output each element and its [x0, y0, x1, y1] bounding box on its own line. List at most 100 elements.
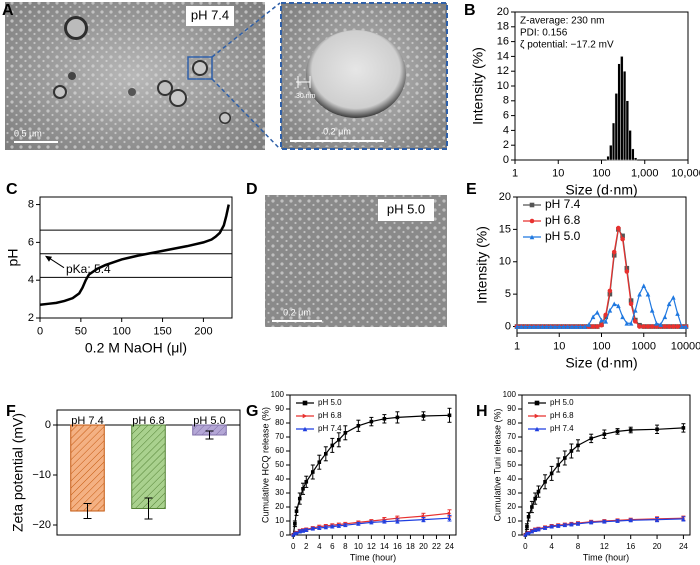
marker: [529, 218, 535, 224]
marker: [533, 496, 537, 501]
marker: [343, 431, 348, 435]
marker: [563, 523, 567, 527]
marker: [356, 424, 361, 428]
marker: [602, 519, 607, 524]
y-tick-label: 0: [45, 419, 51, 431]
y-axis-label: Intensity (%): [470, 47, 486, 125]
y-tick-label: 6: [503, 110, 509, 122]
image-tag: pH 5.0: [387, 201, 425, 216]
plot-frame: [56, 409, 241, 536]
y-tick-label: 50: [507, 460, 516, 469]
y-tick-label: 10: [507, 516, 516, 525]
y-tick-label: 0: [503, 154, 509, 166]
legend-label: pH 5.0: [318, 398, 342, 407]
marker: [529, 234, 535, 240]
y-tick-label: 6: [28, 236, 34, 248]
marker: [395, 519, 400, 523]
y-tick-label: 100: [503, 390, 517, 399]
x-axis-label: Size (d·nm): [565, 182, 637, 198]
marker: [337, 524, 341, 528]
y-axis-label: pH: [5, 249, 21, 267]
marker: [637, 324, 642, 329]
marker: [518, 324, 524, 329]
panel-label: C: [6, 181, 18, 198]
marker: [302, 413, 308, 419]
category-label: pH 6.8: [132, 415, 164, 427]
marker: [576, 522, 580, 526]
marker: [641, 283, 647, 289]
bar: [623, 70, 627, 161]
y-tick-label: 20: [275, 502, 284, 511]
y-tick-label: 2: [28, 312, 34, 324]
marker: [382, 417, 387, 421]
marker: [578, 324, 583, 329]
category-label: pH 5.0: [193, 415, 225, 427]
marker: [529, 202, 535, 208]
y-tick-label: 50: [275, 460, 284, 469]
marker: [556, 324, 562, 329]
marker: [302, 426, 308, 432]
panel-label: A: [2, 2, 14, 19]
x-tick-label: 1: [514, 340, 520, 352]
tem-zoom-image: 30 nm 0.2 μm: [280, 2, 448, 150]
marker: [624, 320, 630, 326]
marker: [533, 528, 537, 532]
marker: [645, 291, 651, 297]
bar: [131, 424, 166, 509]
marker: [536, 489, 541, 494]
panel-label: G: [246, 403, 258, 420]
x-tick-label: 150: [153, 325, 171, 337]
marker: [556, 524, 561, 528]
x-tick-label: 24: [679, 542, 688, 551]
marker: [534, 413, 540, 419]
x-tick-label: 18: [406, 542, 415, 551]
y-tick-label: 8: [503, 95, 509, 107]
marker: [645, 324, 651, 329]
marker: [628, 428, 633, 432]
marker: [607, 288, 613, 294]
marker: [304, 528, 309, 532]
panel-label: F: [6, 403, 16, 420]
y-tick-label: 0: [505, 320, 511, 332]
marker: [654, 320, 659, 326]
bar: [611, 122, 616, 161]
marker: [628, 320, 634, 326]
marker: [369, 520, 374, 525]
scale-bar-label: 0.2 μm: [283, 307, 311, 317]
bar: [620, 56, 624, 161]
marker: [599, 317, 604, 323]
y-tick-label: 0: [512, 530, 517, 539]
bar: [625, 100, 629, 161]
plot-frame: [521, 394, 691, 536]
marker: [607, 308, 613, 313]
marker: [526, 515, 531, 519]
panel-label: H: [476, 403, 488, 420]
x-tick-label: 20: [653, 542, 662, 551]
y-tick-label: 90: [507, 404, 516, 413]
marker: [549, 471, 554, 476]
marker: [655, 427, 659, 432]
marker: [641, 324, 647, 329]
marker: [530, 505, 534, 509]
marker: [628, 301, 634, 307]
x-tick-label: 0: [37, 325, 43, 337]
marker: [540, 324, 545, 329]
x-tick-label: 100: [592, 340, 610, 352]
marker: [421, 414, 426, 418]
y-tick-label: 5: [505, 288, 511, 300]
x-tick-label: 8: [343, 542, 348, 551]
marker: [293, 522, 297, 526]
marker: [548, 324, 554, 329]
legend-label: pH 7.4: [545, 197, 581, 211]
x-axis-label: Size (d·nm): [565, 355, 637, 371]
data-line: [517, 227, 686, 328]
legend-label: pH 5.0: [550, 398, 574, 407]
marker: [599, 322, 604, 328]
y-tick-label: 40: [507, 474, 516, 483]
marker: [569, 324, 575, 329]
marker: [356, 522, 361, 526]
marker: [649, 324, 655, 329]
category-label: pH 7.4: [71, 415, 103, 427]
y-tick-label: 70: [275, 432, 284, 441]
